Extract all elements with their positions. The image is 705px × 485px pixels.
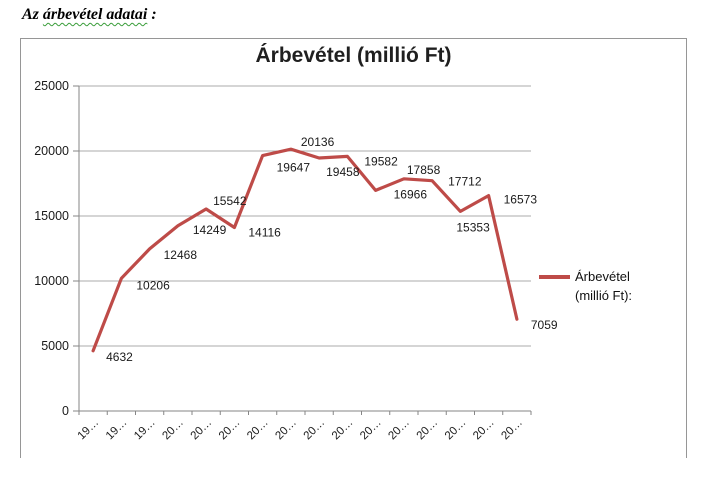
page-title-suffix: : [147,6,157,23]
data-label: 15542 [213,194,247,208]
x-tick-label: 20… [302,417,328,443]
data-label: 16966 [394,187,428,201]
x-tick-label: 20… [330,417,356,443]
data-label: 19647 [277,161,311,175]
data-label: 19582 [364,154,398,168]
y-tick-label: 25000 [34,79,69,93]
data-label: 7059 [531,318,558,332]
x-tick-label: 20… [499,417,525,443]
y-tick-label: 5000 [41,339,69,353]
page-title-squiggled-text: árbevétel adatai [42,6,148,23]
x-tick-label: 20… [160,417,186,443]
data-label: 10206 [136,278,170,292]
x-tick-label: 19… [132,417,158,443]
y-tick-label: 10000 [34,274,69,288]
y-tick-label: 20000 [34,144,69,158]
data-label: 19458 [326,165,360,179]
legend: Árbevétel (millió Ft): [539,267,665,305]
data-label: 20136 [301,135,335,149]
x-tick-label: 20… [471,417,497,443]
data-label: 17858 [407,163,441,177]
page-title-prefix: Az [22,6,43,23]
data-label: 14116 [248,225,281,239]
data-label: 4632 [106,350,133,364]
x-tick-label: 19… [76,417,102,443]
page-title: Az árbevétel adatai : [22,6,157,24]
x-tick-label: 20… [217,417,243,443]
chart-title: Árbevétel (millió Ft) [255,44,452,67]
x-tick-label: 20… [245,417,271,443]
legend-label: Árbevétel (millió Ft): [575,269,633,303]
chart-area: Árbevétel (millió Ft) 0 5000 10000 15000 200… [20,38,687,458]
legend-line-swatch [539,275,570,279]
x-tick-label: 20… [415,417,441,443]
data-label: 15353 [456,220,490,234]
x-tick-label: 20… [358,417,384,443]
x-tick-label: 19… [104,417,130,443]
data-label: 17712 [448,175,482,189]
x-tick-label: 20… [386,417,412,443]
y-tick-label: 0 [62,404,69,418]
x-tick-label: 20… [189,417,215,443]
series-line [91,147,519,353]
x-tick-label: 20… [273,417,299,443]
data-label: 14249 [193,223,227,237]
x-tick-label: 20… [443,417,469,443]
y-tick-label: 15000 [34,209,69,223]
data-label: 16573 [504,193,538,207]
data-label: 12468 [164,248,198,262]
